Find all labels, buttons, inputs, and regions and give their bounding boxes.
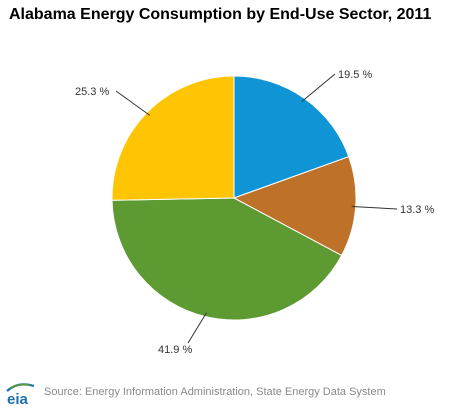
pie-slices (111, 75, 357, 321)
svg-text:eia: eia (7, 391, 29, 407)
leader-line-2 (187, 312, 207, 344)
pie-chart: 19.5 % 13.3 % 41.9 % 25.3 % (75, 69, 434, 356)
chart-title: Alabama Energy Consumption by End-Use Se… (9, 6, 432, 23)
slice-label-2: 41.9 % (158, 344, 192, 356)
source-text: Source: Energy Information Administratio… (44, 386, 386, 398)
leader-line-1 (351, 206, 398, 210)
slice-label-0: 19.5 % (338, 69, 372, 81)
leader-line-0 (301, 73, 336, 102)
footer: eia Source: Energy Information Administr… (0, 377, 452, 408)
pie-slice-2 (111, 197, 343, 321)
pie-labels: 19.5 % 13.3 % 41.9 % 25.3 % (75, 69, 434, 356)
pie-slice-0 (233, 75, 350, 199)
leader-line-3 (115, 90, 151, 116)
pie-slice-3 (111, 75, 235, 201)
slice-label-1: 13.3 % (400, 204, 434, 216)
eia-logo: eia (6, 383, 35, 407)
slice-label-3: 25.3 % (75, 86, 109, 98)
